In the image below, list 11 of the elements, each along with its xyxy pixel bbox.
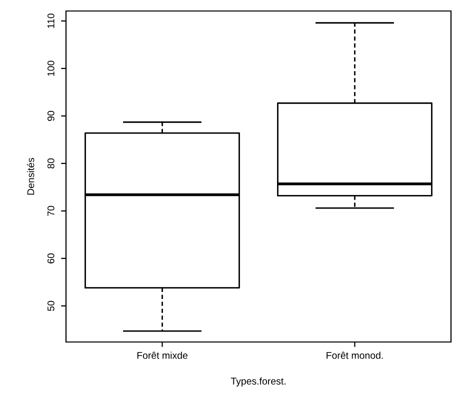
y-tick-label: 60 xyxy=(47,253,54,264)
x-tick-label: Forêt mixde xyxy=(137,352,188,359)
y-tick-label: 110 xyxy=(47,14,54,28)
y-tick-label: 70 xyxy=(47,206,54,216)
y-tick-label: 90 xyxy=(47,110,54,121)
x-axis-title: Types.forest. xyxy=(230,377,286,387)
x-tick-label: Forêt monod. xyxy=(326,352,383,359)
y-tick-label: 50 xyxy=(47,300,54,311)
y-tick-label: 80 xyxy=(47,158,54,168)
y-tick-label: 100 xyxy=(47,60,54,76)
y-axis-title: Densités xyxy=(26,158,34,195)
